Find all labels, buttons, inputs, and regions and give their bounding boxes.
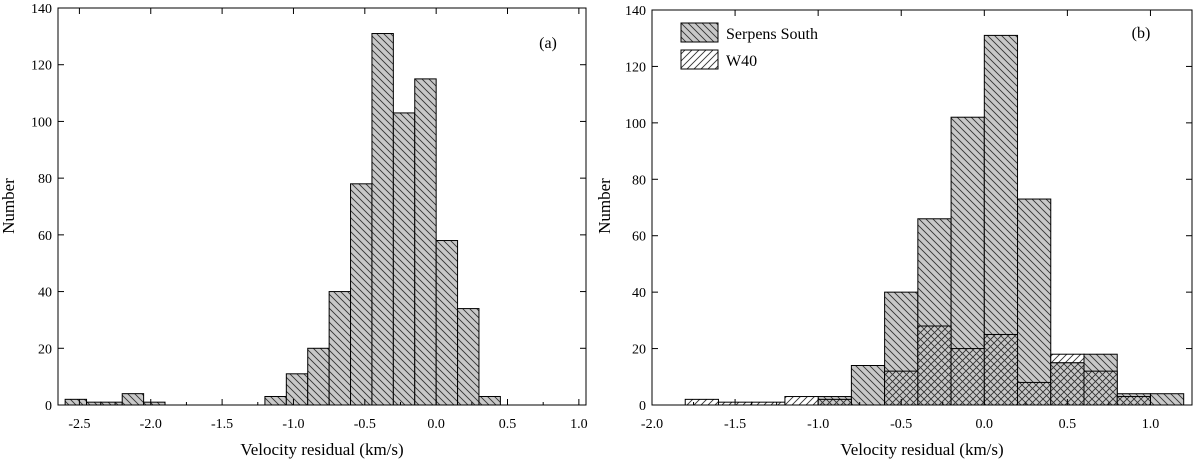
panel-a-ytick-label: 40	[38, 286, 52, 301]
panel-a-ytick-label: 20	[38, 342, 52, 357]
panel-a-bar-3	[121, 393, 145, 406]
panel-a-xtick-label: -1.5	[211, 417, 233, 432]
panel-b-ylabel: Number	[595, 178, 614, 234]
panel-a-ytick-label: 120	[31, 59, 52, 74]
legend-label-w40: W40	[726, 53, 757, 70]
panel-a-ylabel: Number	[0, 178, 18, 234]
panel-b-w40-bar-9	[1017, 381, 1052, 406]
panel-a-bar-12	[414, 78, 437, 406]
panel-a-ytick-label: 80	[38, 172, 52, 187]
panel-b-w40-bar-10-top	[1050, 353, 1085, 364]
panel-b-xtick-label: 0.5	[1059, 417, 1077, 432]
panel-b-ytick-label: 120	[625, 60, 646, 75]
panel-b-w40-bar-11	[1083, 370, 1118, 406]
panel-b-ytick-label: 60	[632, 230, 646, 245]
panel-a-xlabel: Velocity residual (km/s)	[240, 440, 403, 459]
legend-label-serpens-south: Serpens South	[726, 26, 818, 43]
panel-b-w40-bar-3-top	[784, 396, 819, 406]
panel-b-ticks: -2.0 -1.5 -1.0 -0.5 0.0 0.5 1.0 0 20 40 60 80 100 120…	[625, 4, 1192, 432]
panel-b-ytick-label: 140	[625, 4, 646, 19]
panel-a-xtick-label: -1.0	[282, 417, 304, 432]
panel-b-w40-bar-7	[950, 348, 985, 406]
panel-b-ytick-label: 40	[632, 286, 646, 301]
panel-b-w40-bar-0-top	[684, 398, 719, 406]
panel-a-ticks: -2.5 -2.0 -1.5 -1.0 -0.5 0.0 0.5 1.0 0 20 40 60 80 10…	[31, 2, 588, 432]
panel-b-w40-bar-4	[817, 398, 852, 406]
panel-b-w40-bar-12	[1116, 396, 1151, 406]
panel-a-bar-10	[371, 33, 394, 406]
panel-b-frame	[651, 9, 1193, 406]
panel-b-xtick-label: -2.0	[641, 417, 663, 432]
panel-a-bar-6	[285, 373, 309, 406]
panel-b-ytick-label: 100	[625, 117, 646, 132]
panel-b-bars	[684, 34, 1185, 406]
panel-a-ytick-label: 140	[31, 2, 52, 17]
panel-a-bar-13	[435, 240, 459, 406]
panel-a-bars	[64, 33, 501, 406]
panel-a-bar-8	[328, 291, 352, 406]
panel-b-label: (b)	[1132, 25, 1151, 42]
panel-a-bar-5	[264, 395, 287, 406]
panel-b-ytick-label: 0	[639, 399, 646, 414]
panel-a-xtick-label: 0.0	[427, 417, 445, 432]
panel-a-bar-0	[64, 398, 88, 406]
panel-a-bar-11	[392, 112, 416, 406]
panel-a-bar-14	[457, 308, 480, 406]
panel-b-xtick-label: -0.5	[890, 417, 912, 432]
panel-a-bar-7	[307, 347, 330, 406]
panel-a-xtick-label: 0.5	[499, 417, 517, 432]
panel-b-serpens-bar-1	[850, 365, 886, 406]
panel-b-w40-bar-10	[1050, 362, 1085, 406]
panel-b: -2.0 -1.5 -1.0 -0.5 0.0 0.5 1.0 0 20 40 60 80 100 120…	[595, 4, 1193, 459]
panel-b-xtick-label: 1.0	[1142, 417, 1160, 432]
panel-a-bar-9	[350, 183, 373, 406]
panel-a-label: (a)	[539, 35, 557, 52]
panel-b-serpens-bar-10	[1149, 393, 1185, 406]
panel-b-xlabel: Velocity residual (km/s)	[840, 440, 1003, 459]
legend-swatch-serpens-south	[680, 22, 719, 43]
panel-a-xtick-label: -2.0	[140, 417, 162, 432]
panel-b-serpens-bar-6	[1017, 198, 1052, 406]
panel-a-ytick-label: 0	[45, 399, 52, 414]
panel-b-w40-bar-6	[917, 325, 952, 406]
legend-swatch-w40	[680, 49, 719, 70]
panel-a-xtick-label: 1.0	[570, 417, 588, 432]
legend: Serpens South W40	[680, 22, 818, 70]
panel-b-xtick-label: -1.0	[807, 417, 829, 432]
panel-a-xtick-label: -0.5	[354, 417, 376, 432]
panel-a-xtick-label: -2.5	[68, 417, 90, 432]
panel-b-w40-bar-8	[983, 333, 1019, 406]
panel-a: -2.5 -2.0 -1.5 -1.0 -0.5 0.0 0.5 1.0 0 20 40 60 80 10…	[0, 2, 588, 459]
panel-b-ytick-label: 20	[632, 343, 646, 358]
panel-a-bar-15	[478, 395, 501, 406]
panel-b-xtick-label: -1.5	[724, 417, 746, 432]
panel-a-frame	[57, 7, 587, 406]
panel-a-ytick-label: 100	[31, 115, 52, 130]
panel-b-xtick-label: 0.0	[976, 417, 994, 432]
panel-b-ytick-label: 80	[632, 173, 646, 188]
panel-a-ytick-label: 60	[38, 229, 52, 244]
